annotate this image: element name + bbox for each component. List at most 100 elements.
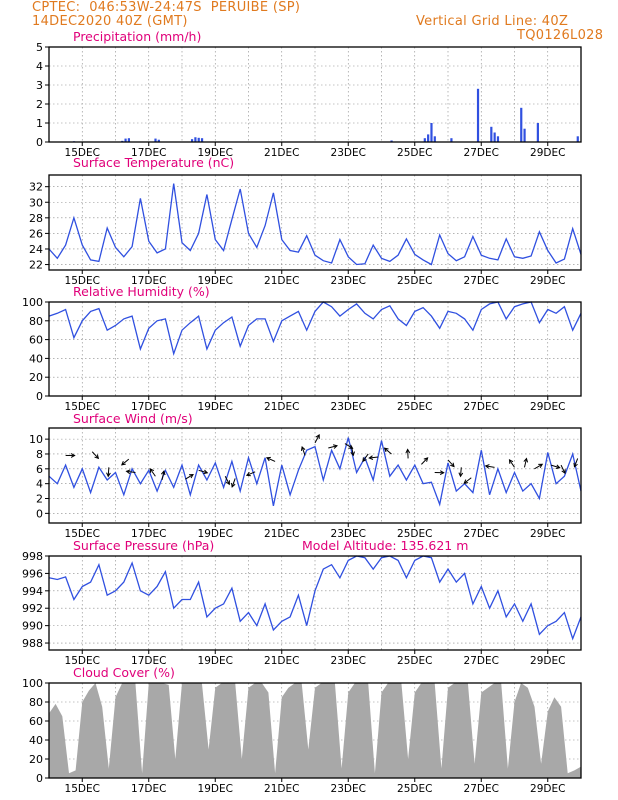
wind-arrow-head	[423, 457, 429, 462]
x-tick-label: 17DEC	[131, 401, 166, 413]
panel-frame	[48, 682, 582, 779]
y-tick-label: 60	[29, 334, 43, 347]
x-tick-label: 17DEC	[131, 655, 166, 667]
header-model: TQ0126L028	[517, 28, 604, 43]
wind-arrow-head	[573, 462, 578, 468]
precip-bar	[154, 138, 157, 142]
wind-arrow	[231, 478, 236, 488]
y-tick-label: 5	[36, 41, 43, 54]
y-tick-label: 100	[22, 677, 43, 690]
wind-arrow-head	[125, 469, 131, 475]
x-tick-label: 19DEC	[198, 401, 233, 413]
y-tick-label: 8	[36, 448, 43, 461]
wind-arrow	[485, 465, 495, 468]
precip-bar	[490, 126, 493, 142]
x-tick-label: 25DEC	[397, 147, 432, 159]
x-tick-label: 15DEC	[65, 275, 100, 287]
x-tick-label: 15DEC	[65, 655, 100, 667]
x-tick-label: 19DEC	[198, 783, 233, 795]
wind-arrow	[573, 458, 579, 468]
wind-arrow	[421, 457, 429, 465]
wind-arrow	[149, 468, 156, 477]
wind-arrow	[384, 447, 392, 455]
wind-arrow	[266, 457, 276, 462]
wind-arrow-head	[315, 433, 320, 439]
wind-arrow	[460, 467, 462, 477]
x-tick-label: 21DEC	[264, 275, 299, 287]
panel-frame	[48, 427, 582, 524]
x-tick-label: 17DEC	[131, 528, 166, 540]
wind-arrow-head	[368, 455, 374, 460]
x-tick-label: 29DEC	[530, 783, 565, 795]
y-tick-label: 0	[36, 507, 43, 520]
y-tick-label: 0	[36, 390, 43, 403]
x-tick-label: 19DEC	[198, 275, 233, 287]
y-tick-label: 4	[36, 478, 43, 491]
y-tick-label: 20	[29, 753, 43, 766]
y-tick-label: 994	[22, 585, 43, 598]
y-tick-label: 30	[29, 196, 43, 209]
x-tick-label: 25DEC	[397, 783, 432, 795]
header-grid-line: Vertical Grid Line: 40Z	[416, 14, 569, 29]
wind-arrow-head	[508, 459, 514, 464]
wind-arrow-head	[383, 447, 389, 453]
x-tick-label: 29DEC	[530, 655, 565, 667]
y-tick-label: 6	[36, 463, 43, 476]
wind-arrow-head	[561, 469, 566, 475]
wind-arrow-head	[94, 454, 100, 460]
precip-bar	[157, 139, 160, 142]
precip-bar	[476, 88, 480, 142]
y-tick-label: 990	[22, 620, 43, 633]
wind-arrow-head	[120, 460, 126, 466]
wind-arrow-head	[106, 472, 111, 478]
wind-arrow	[523, 458, 527, 468]
precip-bar	[496, 136, 500, 142]
precip-bar	[197, 137, 200, 142]
wind-line	[48, 437, 582, 507]
wind-arrow	[447, 459, 455, 467]
x-tick-label: 23DEC	[331, 275, 366, 287]
x-tick-label: 29DEC	[530, 528, 565, 540]
temperature-line	[48, 183, 582, 266]
wind-arrow-head	[538, 463, 544, 468]
y-tick-label: 3	[36, 79, 43, 92]
x-tick-label: 23DEC	[331, 401, 366, 413]
x-tick-label: 25DEC	[397, 655, 432, 667]
cloud-title: Cloud Cover (%)	[73, 665, 175, 680]
precip-bar	[190, 139, 194, 142]
y-tick-label: 0	[36, 136, 43, 149]
wind-arrow	[550, 464, 560, 469]
wind-arrow-head	[203, 469, 209, 475]
wind-arrow	[362, 453, 369, 462]
x-tick-label: 21DEC	[264, 147, 299, 159]
precip-bar	[433, 136, 436, 142]
x-tick-label: 15DEC	[65, 147, 100, 159]
wind-title: Surface Wind (m/s)	[73, 411, 193, 426]
x-tick-label: 23DEC	[331, 528, 366, 540]
wind-arrow	[301, 446, 306, 456]
y-tick-label: 10	[29, 433, 43, 446]
x-tick-label: 17DEC	[131, 275, 166, 287]
wind-arrow	[224, 476, 230, 485]
y-tick-label: 28	[29, 212, 43, 225]
precip-bar	[576, 136, 579, 142]
header-date: 14DEC2020 40Z (GMT)	[32, 14, 188, 29]
precip-bar	[390, 140, 393, 142]
x-tick-label: 27DEC	[464, 528, 499, 540]
wind-arrow	[185, 474, 194, 480]
wind-arrow	[509, 459, 515, 468]
wind-arrow-head	[362, 457, 367, 463]
x-tick-label: 27DEC	[464, 783, 499, 795]
panel-frame	[48, 555, 582, 651]
y-tick-label: 20	[29, 371, 43, 384]
x-tick-label: 29DEC	[530, 401, 565, 413]
x-tick-label: 27DEC	[464, 655, 499, 667]
x-tick-label: 23DEC	[331, 655, 366, 667]
cloud-area	[49, 683, 581, 778]
wind-arrow-head	[405, 448, 411, 454]
precip-bar	[423, 138, 426, 142]
x-tick-label: 27DEC	[464, 275, 499, 287]
precipitation-title: Precipitation (mm/h)	[73, 29, 201, 44]
y-tick-label: 998	[22, 550, 43, 563]
wind-arrow-head	[439, 470, 445, 475]
